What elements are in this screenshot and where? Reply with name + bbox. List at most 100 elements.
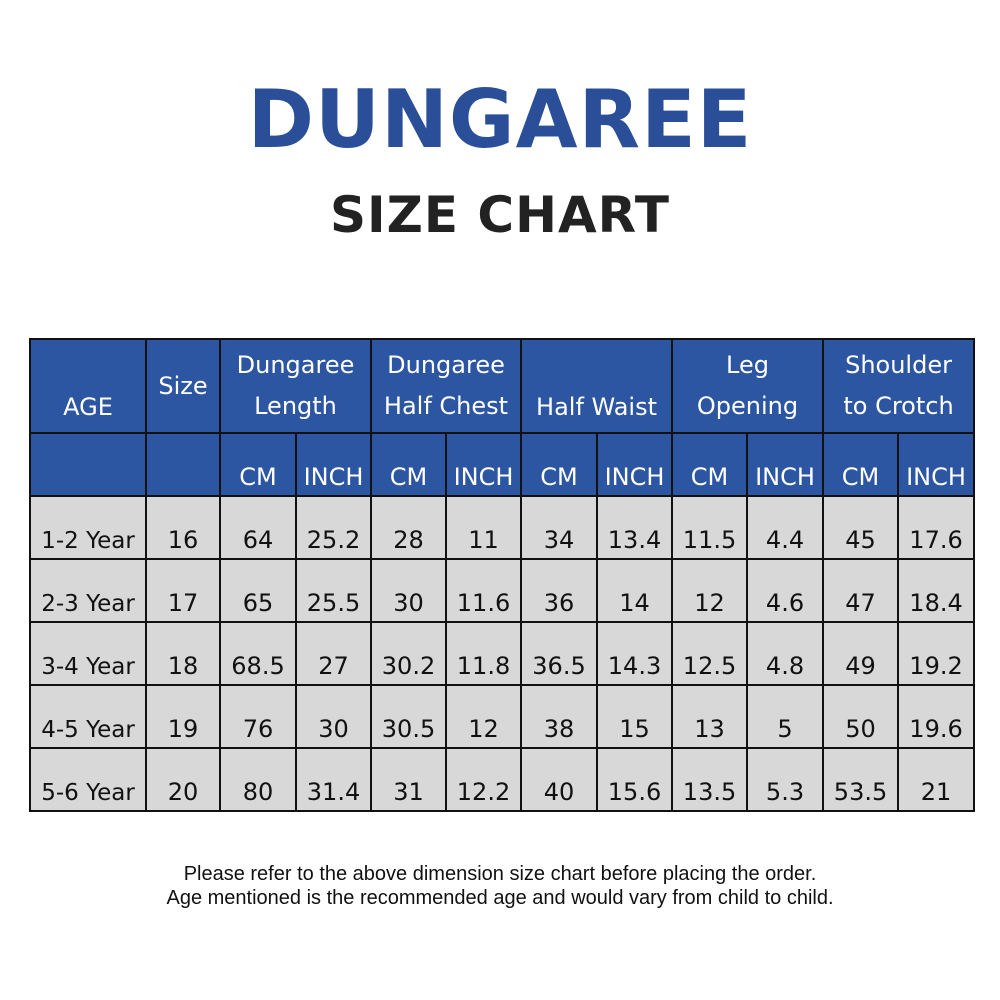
cell-value: 15	[595, 684, 674, 749]
cell-value: 28	[370, 495, 447, 560]
cell-value: 31	[370, 747, 447, 812]
cell-value: 19.2	[897, 621, 976, 686]
cell-value: 49	[822, 621, 900, 686]
cell-value: 18.4	[897, 558, 976, 623]
header-group-leg-opening: Leg Opening	[671, 338, 825, 434]
cell-value: 19.6	[897, 684, 976, 749]
header-unit: INCH	[746, 432, 825, 497]
cell-age: 3-4 Year	[29, 621, 147, 686]
cell-value: 4.8	[746, 621, 825, 686]
header-group-line1: Dungaree	[236, 351, 355, 379]
cell-value: 65	[219, 558, 297, 623]
header-unit: INCH	[595, 432, 674, 497]
note-line-1: Please refer to the above dimension size…	[183, 863, 817, 885]
header-group-line2: Half Chest	[383, 392, 509, 420]
cell-value: 5	[746, 684, 825, 749]
header-group-line2: Opening	[696, 392, 799, 420]
cell-value: 12.2	[445, 747, 522, 812]
size-chart-table: AGE Size Dungaree Length Dungaree Half C…	[29, 338, 976, 812]
cell-value: 12	[445, 684, 522, 749]
cell-size: 20	[145, 747, 221, 812]
table-row: 2-3 Year 17 65 25.5 30 11.6 36 14 12 4.6…	[29, 558, 976, 623]
cell-value: 45	[822, 495, 900, 560]
header-unit: CM	[219, 432, 297, 497]
cell-value: 76	[219, 684, 297, 749]
cell-value: 11.6	[445, 558, 522, 623]
table-row: 3-4 Year 18 68.5 27 30.2 11.8 36.5 14.3 …	[29, 621, 976, 686]
cell-value: 64	[219, 495, 297, 560]
chart-subtitle: SIZE CHART	[329, 186, 671, 244]
cell-value: 12	[671, 558, 749, 623]
cell-age: 2-3 Year	[29, 558, 147, 623]
cell-value: 25.2	[295, 495, 372, 560]
cell-value: 50	[822, 684, 900, 749]
header-unit: CM	[822, 432, 900, 497]
header-unit-empty	[29, 432, 147, 497]
cell-value: 68.5	[219, 621, 297, 686]
header-unit-empty	[145, 432, 221, 497]
table-row: 1-2 Year 16 64 25.2 28 11 34 13.4 11.5 4…	[29, 495, 976, 560]
header-group-line2: to Crotch	[843, 392, 954, 420]
chart-title: DUNGAREE	[247, 73, 753, 166]
header-unit: CM	[370, 432, 447, 497]
cell-value: 11.5	[671, 495, 749, 560]
header-unit: INCH	[295, 432, 372, 497]
header-group-line1: Half Waist	[536, 393, 657, 421]
cell-age: 4-5 Year	[29, 684, 147, 749]
cell-value: 17.6	[897, 495, 976, 560]
cell-value: 13	[671, 684, 749, 749]
cell-value: 30.5	[370, 684, 447, 749]
cell-value: 53.5	[822, 747, 900, 812]
cell-value: 38	[520, 684, 598, 749]
header-group-length: Dungaree Length	[219, 338, 372, 434]
header-group-half-chest: Dungaree Half Chest	[370, 338, 522, 434]
header-group-line1: Dungaree	[387, 351, 505, 379]
header-unit: CM	[671, 432, 749, 497]
cell-value: 27	[295, 621, 372, 686]
cell-value: 14	[595, 558, 674, 623]
cell-size: 17	[145, 558, 221, 623]
header-unit: INCH	[445, 432, 522, 497]
header-row-groups: AGE Size Dungaree Length Dungaree Half C…	[29, 338, 976, 434]
header-group-line2: Length	[254, 392, 337, 420]
table-row: 5-6 Year 20 80 31.4 31 12.2 40 15.6 13.5…	[29, 747, 976, 812]
cell-value: 36.5	[520, 621, 598, 686]
cell-value: 5.3	[746, 747, 825, 812]
cell-value: 4.4	[746, 495, 825, 560]
cell-value: 21	[897, 747, 976, 812]
cell-value: 36	[520, 558, 598, 623]
header-age: AGE	[29, 338, 147, 434]
cell-value: 40	[520, 747, 598, 812]
header-size: Size	[145, 338, 221, 434]
cell-value: 47	[822, 558, 900, 623]
cell-value: 15.6	[595, 747, 674, 812]
header-group-shoulder-to-crotch: Shoulder to Crotch	[822, 338, 976, 434]
header-row-units: CM INCH CM INCH CM INCH CM INCH CM INCH	[29, 432, 976, 497]
note-line-2: Age mentioned is the recommended age and…	[166, 887, 834, 909]
cell-value: 13.5	[671, 747, 749, 812]
cell-value: 13.4	[595, 495, 674, 560]
cell-value: 11.8	[445, 621, 522, 686]
cell-size: 16	[145, 495, 221, 560]
cell-value: 31.4	[295, 747, 372, 812]
cell-size: 19	[145, 684, 221, 749]
cell-age: 5-6 Year	[29, 747, 147, 812]
cell-value: 30	[295, 684, 372, 749]
cell-value: 14.3	[595, 621, 674, 686]
cell-value: 12.5	[671, 621, 749, 686]
table-row: 4-5 Year 19 76 30 30.5 12 38 15 13 5 50 …	[29, 684, 976, 749]
header-group-line1: Leg	[726, 351, 769, 379]
cell-value: 30.2	[370, 621, 447, 686]
header-unit: INCH	[897, 432, 976, 497]
header-group-half-waist: Half Waist	[519, 338, 674, 434]
cell-size: 18	[145, 621, 221, 686]
cell-value: 25.5	[295, 558, 372, 623]
cell-value: 30	[370, 558, 447, 623]
header-group-line1: Shoulder	[845, 351, 952, 379]
cell-value: 4.6	[746, 558, 825, 623]
cell-value: 34	[520, 495, 598, 560]
cell-value: 11	[445, 495, 522, 560]
header-unit: CM	[520, 432, 598, 497]
cell-age: 1-2 Year	[29, 495, 147, 560]
cell-value: 80	[219, 747, 297, 812]
